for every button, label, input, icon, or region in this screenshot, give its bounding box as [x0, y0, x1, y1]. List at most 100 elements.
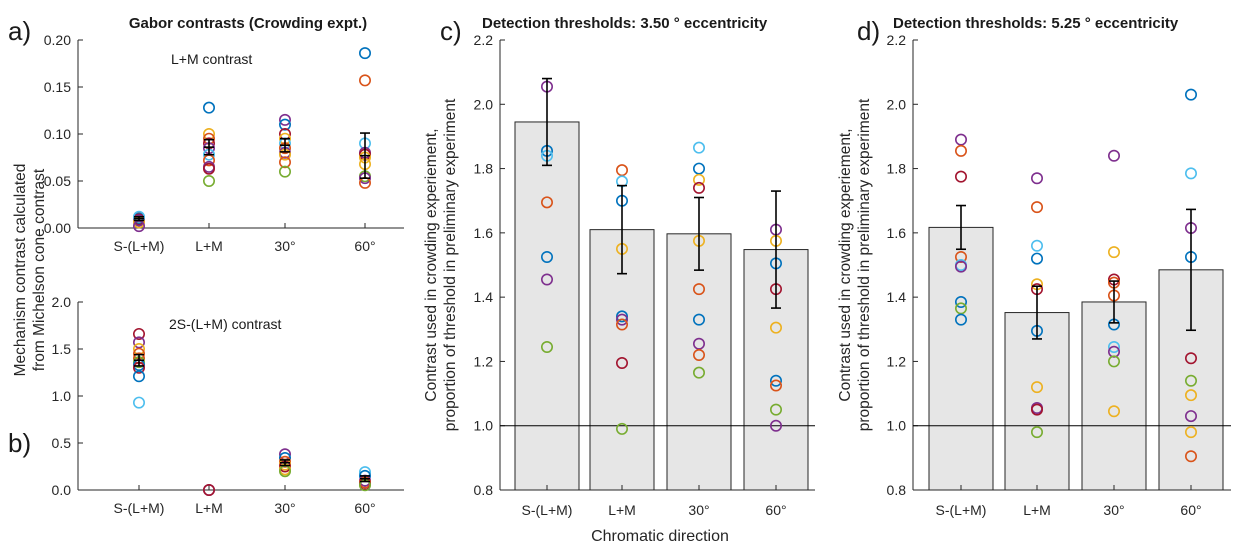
- data-point-d-1-7: [1031, 381, 1044, 394]
- error-bar-c-0: [542, 77, 552, 167]
- data-point-d-0-6: [954, 295, 967, 308]
- data-point-d-2-8: [1108, 355, 1121, 368]
- y-tick-label-d-5: 1.8: [887, 161, 907, 177]
- error-bar-b-2: [280, 459, 290, 467]
- y-tick-label-b-0: 0.0: [52, 482, 72, 498]
- data-point-c-2-3: [692, 181, 705, 194]
- panel-d-ylabel-line1: Contrast used in crowding experiement,: [837, 128, 854, 401]
- data-point-a-2-9: [278, 165, 291, 178]
- x-tick-label-d-3: 60°: [1180, 502, 1201, 518]
- y-tick-label-d-0: 0.8: [887, 482, 907, 498]
- error-bar-b-3: [360, 475, 370, 483]
- y-tick-label-a-3: 0.15: [44, 79, 71, 95]
- panel-a-plot: 0.00 0.05 0.10 0.15 0.20 S-(L+M) L+M 30° 60°: [44, 32, 404, 254]
- error-bar-a-3: [360, 132, 370, 179]
- y-tick-label-b-1: 0.5: [52, 435, 72, 451]
- x-tick-label-c-3: 60°: [765, 502, 786, 518]
- error-bar-a-2: [280, 137, 290, 153]
- data-point-a-0-5: [133, 210, 146, 223]
- panel-d-plot: 0.8 1.0 1.2 1.4 1.6 1.8 2.0 2.2 S-(L+M) L+M 30° 60°: [887, 32, 1231, 518]
- y-tick-label-a-1: 0.05: [44, 173, 71, 189]
- data-point-d-2-1: [1108, 246, 1121, 259]
- data-point-d-3-0: [1185, 88, 1198, 101]
- data-point-c-0-3: [540, 196, 553, 209]
- data-point-d-3-9: [1185, 450, 1198, 463]
- data-point-c-1-6: [615, 318, 628, 331]
- data-point-a-1-8: [203, 162, 216, 175]
- panel-d-title: Detection thresholds: 5.25 ° eccentricit…: [893, 15, 1179, 32]
- error-bar-b-0: [134, 353, 144, 367]
- data-point-d-0-0: [954, 133, 967, 146]
- data-point-b-0-1: [133, 336, 146, 349]
- data-point-d-1-1: [1031, 201, 1044, 214]
- y-tick-label-d-2: 1.2: [887, 353, 907, 369]
- error-bar-c-1: [617, 184, 627, 275]
- error-bar-a-0: [134, 215, 144, 222]
- panel-b-annotation: 2S-(L+M) contrast: [169, 316, 282, 332]
- data-point-c-0-6: [540, 340, 553, 353]
- panel-c-title: Detection thresholds: 3.50 ° eccentricit…: [482, 15, 768, 32]
- data-point-c-2-2: [692, 173, 705, 186]
- panel-ab-ylabel-line2: from Michelson cone contrast: [31, 168, 48, 371]
- data-point-c-3-8: [769, 419, 782, 432]
- panel-d-ylabel-line2: proportion of threshold in preliminary e…: [856, 98, 873, 431]
- data-point-d-0-2: [954, 170, 967, 183]
- x-tick-label-c-1: L+M: [608, 502, 636, 518]
- y-tick-label-d-3: 1.4: [887, 289, 907, 305]
- panel-b-letter: b): [8, 428, 31, 458]
- y-tick-label-c-4: 1.6: [474, 225, 494, 241]
- data-point-c-1-7: [615, 357, 628, 370]
- data-point-d-3-8: [1185, 426, 1198, 439]
- y-tick-label-c-7: 2.2: [474, 32, 494, 48]
- data-point-d-3-4: [1185, 352, 1198, 365]
- bar-c-2: [666, 233, 732, 491]
- data-point-d-2-0: [1108, 149, 1121, 162]
- x-tick-label-b-2: 30°: [274, 500, 295, 516]
- y-tick-label-b-4: 2.0: [52, 294, 72, 310]
- bar-c-0: [514, 121, 580, 491]
- data-point-a-2-8: [278, 156, 291, 169]
- error-bar-c-2: [694, 196, 704, 271]
- panel-ab-ylabel-line1: Mechanism contrast calculated: [12, 164, 29, 377]
- error-bar-c-3: [771, 190, 781, 309]
- panel-c-ylabel-line1: Contrast used in crowding experiement,: [423, 128, 440, 401]
- y-tick-label-a-0: 0.00: [44, 220, 71, 236]
- data-point-a-2-1: [278, 118, 291, 131]
- data-point-b-1-1: [203, 483, 216, 496]
- data-point-c-0-4: [540, 250, 553, 263]
- data-point-d-3-1: [1185, 167, 1198, 180]
- data-point-d-1-0: [1031, 172, 1044, 185]
- error-bar-d-2: [1109, 280, 1119, 324]
- data-point-a-3-1: [358, 74, 371, 87]
- x-tick-label-d-1: L+M: [1023, 502, 1051, 518]
- x-tick-label-b-1: L+M: [195, 500, 223, 516]
- data-point-c-2-1: [692, 162, 705, 175]
- data-point-c-3-4: [769, 321, 782, 334]
- data-point-c-2-8: [692, 348, 705, 361]
- y-tick-label-c-0: 0.8: [474, 482, 494, 498]
- y-tick-label-a-4: 0.20: [44, 32, 71, 48]
- data-point-d-3-6: [1185, 389, 1198, 402]
- data-point-c-2-0: [692, 141, 705, 154]
- x-tick-label-c-2: 30°: [688, 502, 709, 518]
- data-point-b-0-9: [133, 396, 146, 409]
- data-point-a-1-9: [203, 175, 216, 188]
- data-point-c-1-0: [615, 164, 628, 177]
- y-tick-label-d-1: 1.0: [887, 418, 907, 434]
- panel-a-letter: a): [8, 16, 31, 46]
- data-point-b-0-8: [133, 370, 146, 383]
- x-tick-label-a-0: S-(L+M): [114, 238, 165, 254]
- data-point-c-3-5: [769, 374, 782, 387]
- error-bar-a-1: [204, 138, 214, 156]
- data-point-d-1-2: [1031, 239, 1044, 252]
- panel-ab-title: Gabor contrasts (Crowding expt.): [129, 15, 367, 32]
- y-tick-label-d-4: 1.6: [887, 225, 907, 241]
- data-point-d-0-5: [954, 260, 967, 273]
- data-point-c-2-6: [692, 313, 705, 326]
- x-tick-label-d-2: 30°: [1103, 502, 1124, 518]
- x-tick-label-b-0: S-(L+M): [114, 500, 165, 516]
- panel-d-letter: d): [857, 16, 880, 46]
- panel-c-ylabel-line2: proportion of threshold in preliminary e…: [442, 98, 459, 431]
- data-point-d-2-6: [1108, 340, 1121, 353]
